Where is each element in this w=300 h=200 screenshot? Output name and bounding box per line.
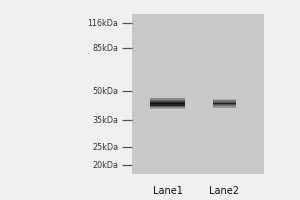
Text: 85kDa: 85kDa [92,44,119,53]
Bar [150,100,185,101]
Bar [213,103,236,104]
Bar [150,103,185,104]
Bar [150,105,185,106]
Bar [150,106,185,107]
Bar [213,106,236,107]
Text: Lane2: Lane2 [209,186,239,196]
Bar [150,99,185,100]
Bar [150,103,185,104]
Bar [132,14,264,174]
Bar [213,104,236,105]
Bar [213,103,236,104]
Bar [213,101,236,102]
Bar [150,105,185,106]
Bar [213,100,236,101]
Text: 25kDa: 25kDa [92,143,119,152]
Bar [213,107,236,108]
Text: 116kDa: 116kDa [88,19,118,28]
Bar [150,108,185,109]
Bar [150,102,185,103]
Text: 35kDa: 35kDa [92,116,119,125]
Bar [150,98,185,99]
Bar [213,105,236,106]
Bar [150,107,185,108]
Text: 20kDa: 20kDa [92,161,119,170]
Bar [150,98,185,99]
Bar [213,99,236,100]
Bar [150,101,185,102]
Bar [213,102,236,103]
Bar [150,104,185,105]
Text: Lane1: Lane1 [153,186,183,196]
Bar [213,100,236,101]
Text: 50kDa: 50kDa [92,87,119,96]
Bar [213,107,236,108]
